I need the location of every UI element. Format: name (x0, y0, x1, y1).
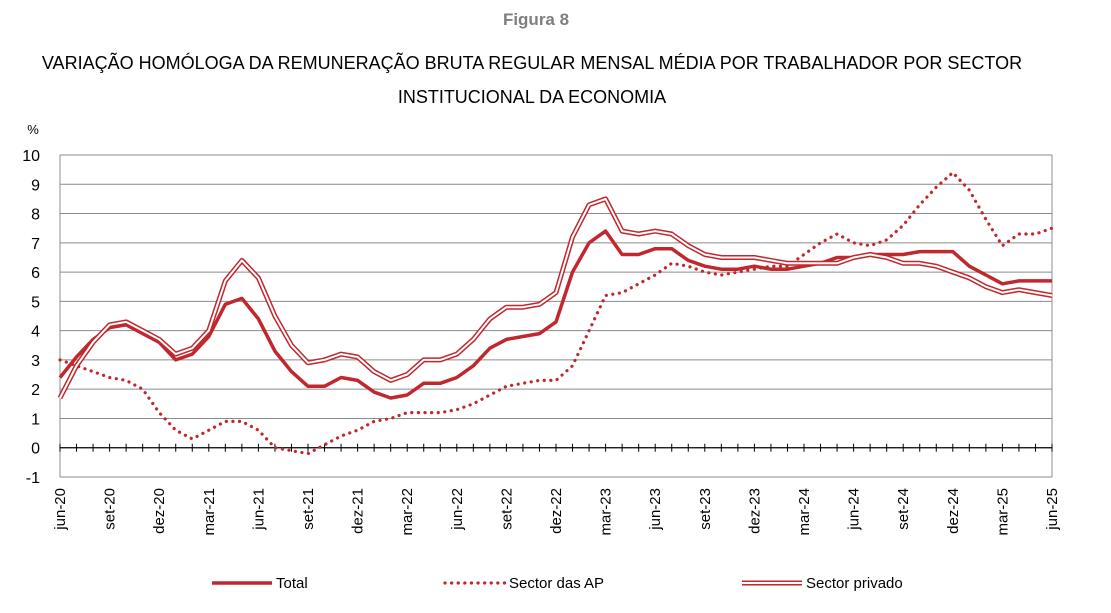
x-tick-label: set-23 (697, 488, 714, 530)
chart-title-line-2: INSTITUCIONAL DA ECONOMIA (397, 87, 667, 107)
y-tick-label: 0 (31, 441, 40, 458)
y-tick-label: 2 (31, 382, 40, 399)
x-tick-label: jun-20 (52, 488, 69, 531)
x-tick-label: mar-23 (598, 488, 615, 536)
series-line-outer (57, 196, 1053, 400)
x-tick-label: dez-22 (548, 488, 565, 534)
chart-title: VARIAÇÃO HOMÓLOGA DA REMUNERAÇÃO BRUTA R… (0, 46, 1064, 114)
x-tick-label: jun-23 (647, 488, 664, 531)
x-tick-label: dez-23 (746, 488, 763, 534)
x-tick-label: set-20 (102, 488, 119, 530)
y-tick-label: 1 (31, 411, 40, 428)
x-tick-label: mar-25 (994, 488, 1011, 536)
series-line (58, 171, 1054, 456)
y-axis-unit-label: % (27, 122, 39, 137)
series-line (58, 229, 1052, 400)
x-tick-label: dez-21 (350, 488, 367, 534)
x-tick-label: dez-24 (945, 488, 962, 534)
y-tick-label: 6 (31, 265, 40, 282)
y-tick-label: 9 (31, 177, 40, 194)
x-tick-label: set-24 (895, 488, 912, 530)
x-tick-label: set-22 (498, 488, 515, 530)
y-tick-label: -1 (26, 470, 40, 487)
x-tick-label: mar-22 (399, 488, 416, 536)
legend-item: Sector das AP (443, 575, 604, 592)
y-tick-label: 8 (31, 207, 40, 224)
x-tick-label: jun-25 (1044, 488, 1061, 531)
x-tick-label: jun-22 (449, 488, 466, 531)
series-sector-das-ap (58, 171, 1054, 456)
y-tick-label: 5 (31, 294, 40, 311)
series-line-inner (59, 197, 1053, 399)
x-tick-label: set-21 (300, 488, 317, 530)
y-tick-label: 4 (31, 324, 40, 341)
legend-label: Sector das AP (509, 575, 604, 592)
figure-label: Figura 8 (502, 10, 570, 29)
legend-item: Sector privado (742, 575, 903, 592)
x-tick-label: jun-21 (250, 488, 267, 531)
x-tick-label: dez-20 (151, 488, 168, 534)
x-tick-label: jun-24 (846, 488, 863, 531)
y-tick-label: 3 (31, 353, 40, 370)
legend-label: Sector privado (806, 575, 903, 592)
series-total (58, 229, 1052, 400)
x-tick-label: mar-21 (201, 488, 218, 536)
legend-label: Total (276, 575, 308, 592)
chart-title-line-1: VARIAÇÃO HOMÓLOGA DA REMUNERAÇÃO BRUTA R… (41, 53, 1023, 73)
x-tick-label: mar-24 (796, 488, 813, 536)
y-tick-label: 10 (22, 148, 40, 165)
legend-item: Total (212, 575, 308, 592)
y-tick-label: 7 (31, 236, 40, 253)
series-sector-privado (57, 196, 1053, 400)
